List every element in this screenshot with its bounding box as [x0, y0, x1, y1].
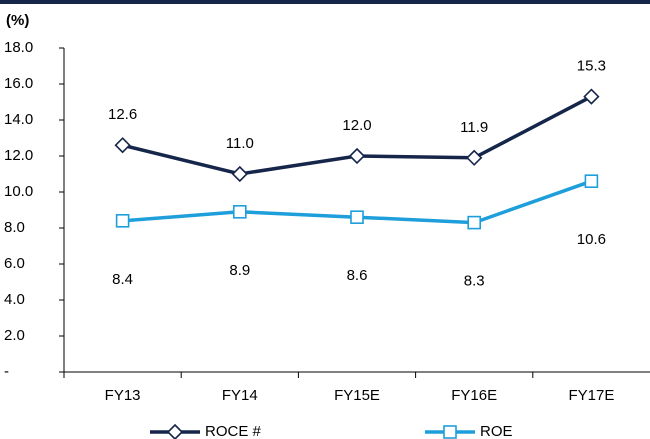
data-point — [231, 165, 248, 183]
y-tick-label: 10.0 — [4, 183, 33, 200]
legend-marker — [166, 423, 184, 439]
data-point — [583, 88, 600, 105]
top-bar — [0, 0, 650, 4]
y-tick-label: 14.0 — [4, 111, 33, 128]
x-tick-label: FY16E — [451, 387, 497, 404]
legend-marker — [443, 425, 457, 439]
data-label: 12.0 — [342, 117, 371, 134]
x-tick-label: FY15E — [334, 387, 380, 404]
x-tick-label: FY13 — [105, 387, 141, 404]
legend-label: ROE — [480, 423, 513, 439]
data-label: 15.3 — [577, 58, 606, 75]
y-tick-label: 16.0 — [4, 75, 33, 92]
data-label: 8.3 — [464, 273, 485, 290]
data-label: 8.6 — [347, 267, 368, 284]
data-label: 8.4 — [112, 271, 133, 288]
y-tick-label: 8.0 — [4, 219, 25, 236]
y-tick-label: - — [4, 363, 9, 380]
x-tick-label: FY17E — [568, 387, 614, 404]
y-tick-label: 4.0 — [4, 291, 25, 308]
data-label: 10.6 — [577, 231, 606, 248]
data-point — [114, 137, 131, 154]
data-point — [348, 147, 366, 165]
y-tick-label: 2.0 — [4, 327, 25, 344]
data-point — [115, 214, 130, 228]
data-label: 11.9 — [460, 119, 488, 136]
y-tick-label: 12.0 — [4, 147, 33, 164]
legend-label: ROCE # — [205, 423, 262, 439]
data-point — [584, 174, 599, 188]
data-label: 8.9 — [229, 262, 250, 279]
data-label: 12.6 — [108, 106, 137, 123]
data-point — [467, 215, 482, 230]
y-tick-label: 18.0 — [4, 39, 33, 56]
x-tick-label: FY14 — [222, 387, 258, 404]
y-axis-label: (%) — [6, 12, 29, 29]
data-point — [233, 205, 247, 219]
y-tick-label: 6.0 — [4, 255, 25, 272]
data-label: 11.0 — [226, 135, 254, 152]
data-point — [350, 210, 364, 224]
data-point — [466, 149, 483, 166]
